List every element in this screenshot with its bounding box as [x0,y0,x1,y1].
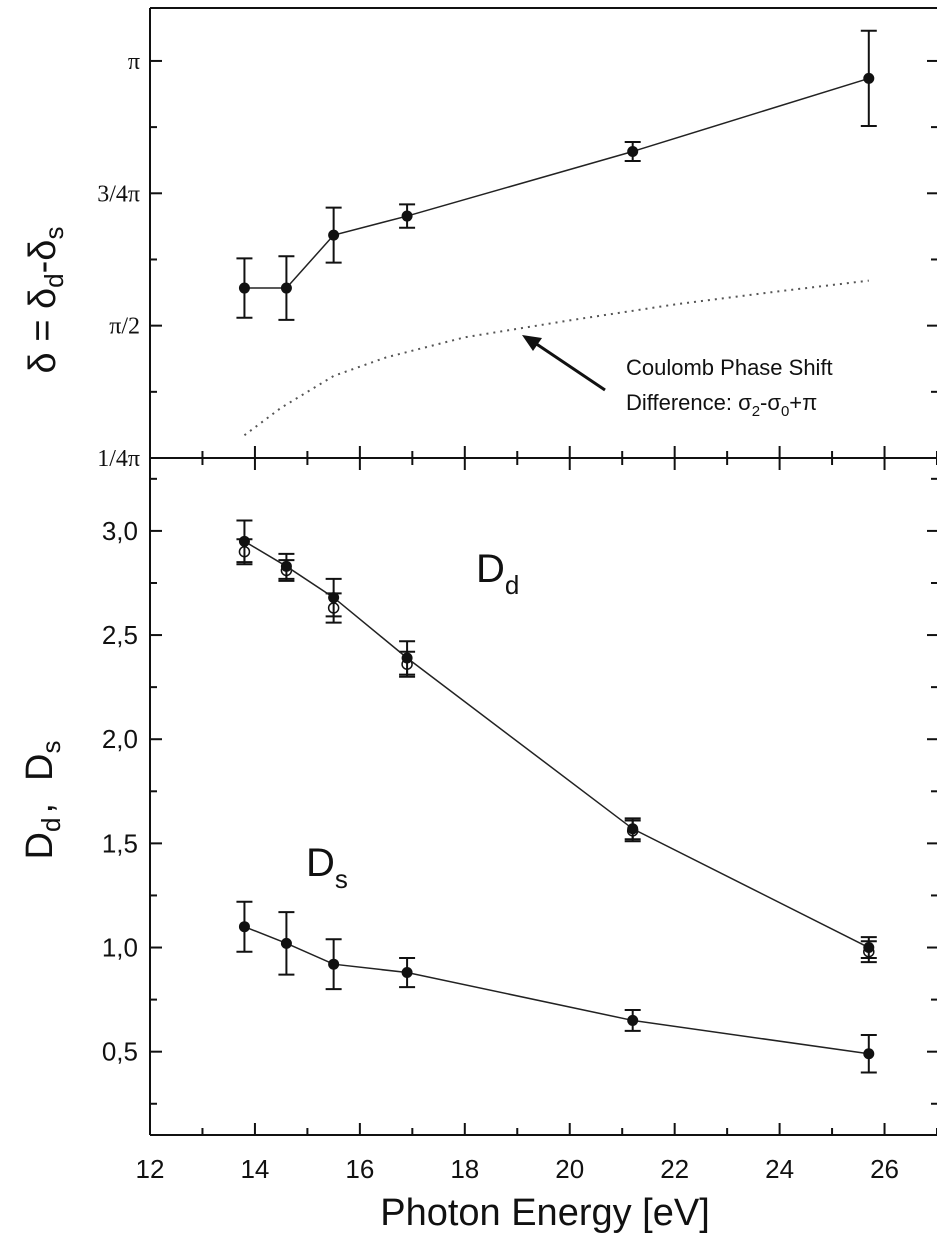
ds-series-point [401,967,413,979]
delta-series-line [244,77,870,289]
delta-series-point [627,145,639,157]
bottom-y-tick-label: 3,0 [102,516,138,546]
series-label-ds: Ds [306,841,348,894]
top-y-tick-label: 1/4π [97,446,140,472]
annotation-arrow-line [534,341,606,392]
annotation-line-2: Difference: σ2-σ0+π [626,390,817,420]
bottom-y-tick-label: 2,0 [102,724,138,754]
top-y-tick-label: π/2 [109,314,140,340]
ds-series-point [238,921,250,933]
annotation-line-1: Coulomb Phase Shift [626,355,833,380]
bottom-panel: 0,5 1,0 1,5 2,0 2,5 3,0 12 14 16 18 20 22 24 26 Dd,D… [19,458,937,1234]
delta-series-point [328,229,340,241]
delta-series-point [401,210,413,222]
coulomb-annotation: Coulomb Phase Shift Difference: σ2-σ0+π [522,335,833,420]
dd-series-point [328,592,340,604]
delta-series-point [280,282,292,294]
annotation-arrowhead [522,335,542,351]
x-tick-label: 22 [660,1154,689,1184]
series-label-dd: Dd [476,547,519,600]
x-tick-label: 20 [555,1154,584,1184]
delta-series-point [863,72,875,84]
x-tick-label: 16 [345,1154,374,1184]
top-y-tick-label: 3/4π [97,181,140,207]
ds-series-point [328,958,340,970]
x-tick-label: 12 [136,1154,165,1184]
top-y-axis-title: δ = δd-δs [22,227,69,374]
ds-series-point [280,937,292,949]
x-tick-label: 26 [870,1154,899,1184]
bottom-y-tick-label: 1,5 [102,828,138,858]
ds-series-point [627,1014,639,1026]
bottom-y-tick-label: 0,5 [102,1037,138,1067]
x-axis-title: Photon Energy [eV] [380,1192,710,1234]
x-tick-label: 24 [765,1154,794,1184]
bottom-y-axis-title: Dd,Ds [19,741,66,860]
bottom-y-tick-label: 2,5 [102,620,138,650]
ds-series-point [863,1048,875,1060]
dd-series-point [627,823,639,835]
x-tick-label: 14 [240,1154,269,1184]
dd-series-point [238,535,250,547]
dd-series-point [401,652,413,664]
bottom-y-tick-label: 1,0 [102,933,138,963]
ds-series-line [244,925,869,1055]
dd-series-point [280,560,292,572]
top-panel: 1/4π π/2 3/4π π δ = δd-δs Coulomb Phase Shi… [22,7,937,472]
dd-series-point [863,942,875,954]
x-tick-label: 18 [450,1154,479,1184]
dd-series-line [244,540,870,949]
delta-series-point [238,282,250,294]
top-y-tick-label: π [128,49,140,75]
